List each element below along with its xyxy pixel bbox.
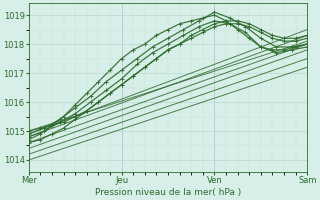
X-axis label: Pression niveau de la mer( hPa ): Pression niveau de la mer( hPa ): [95, 188, 241, 197]
